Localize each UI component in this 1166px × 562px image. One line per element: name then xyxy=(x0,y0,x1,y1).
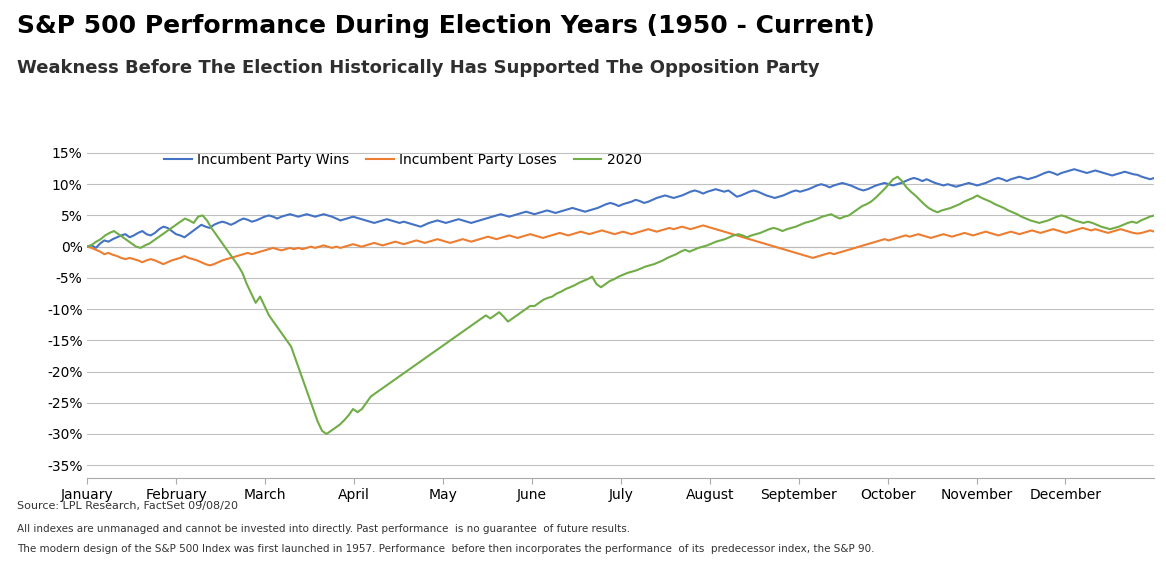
Incumbent Party Wins xyxy=(527,211,541,217)
Incumbent Party Wins xyxy=(80,243,94,250)
Line: Incumbent Party Wins: Incumbent Party Wins xyxy=(87,169,1154,248)
2020 xyxy=(80,243,94,250)
Text: S&P 500 Performance During Election Years (1950 - Current): S&P 500 Performance During Election Year… xyxy=(17,14,876,38)
Incumbent Party Loses xyxy=(628,229,642,236)
Incumbent Party Loses xyxy=(696,222,710,229)
Incumbent Party Loses xyxy=(80,243,94,250)
2020 xyxy=(793,221,807,228)
Line: 2020: 2020 xyxy=(87,176,1154,434)
2020 xyxy=(687,246,701,253)
Text: Weakness Before The Election Historically Has Supported The Opposition Party: Weakness Before The Election Historicall… xyxy=(17,59,820,77)
Incumbent Party Wins xyxy=(490,212,504,219)
2020 xyxy=(652,259,666,266)
Text: The modern design of the S&P 500 Index was first launched in 1957. Performance  : The modern design of the S&P 500 Index w… xyxy=(17,544,874,554)
2020 xyxy=(1147,212,1161,219)
Text: All indexes are unmanaged and cannot be invested into directly. Past performance: All indexes are unmanaged and cannot be … xyxy=(17,524,631,534)
Incumbent Party Loses xyxy=(806,255,820,261)
Incumbent Party Loses xyxy=(1147,228,1161,235)
Incumbent Party Wins xyxy=(456,217,470,224)
Text: Source: LPL Research, FactSet 09/08/20: Source: LPL Research, FactSet 09/08/20 xyxy=(17,501,239,511)
Incumbent Party Wins xyxy=(359,217,373,224)
2020 xyxy=(465,321,479,328)
Legend: Incumbent Party Wins, Incumbent Party Loses, 2020: Incumbent Party Wins, Incumbent Party Lo… xyxy=(159,147,647,173)
Incumbent Party Loses xyxy=(456,236,470,243)
Incumbent Party Wins xyxy=(1067,166,1081,173)
2020 xyxy=(638,263,652,270)
Incumbent Party Wins xyxy=(628,197,642,203)
Incumbent Party Loses xyxy=(359,242,373,249)
Incumbent Party Loses xyxy=(527,232,541,239)
Incumbent Party Wins xyxy=(1147,175,1161,182)
2020 xyxy=(891,173,905,180)
Incumbent Party Wins xyxy=(801,186,815,193)
Incumbent Party Loses xyxy=(203,262,217,269)
Incumbent Party Loses xyxy=(490,236,504,243)
Incumbent Party Wins xyxy=(89,244,103,251)
2020 xyxy=(115,234,129,241)
Line: Incumbent Party Loses: Incumbent Party Loses xyxy=(87,225,1154,265)
2020 xyxy=(319,430,333,437)
